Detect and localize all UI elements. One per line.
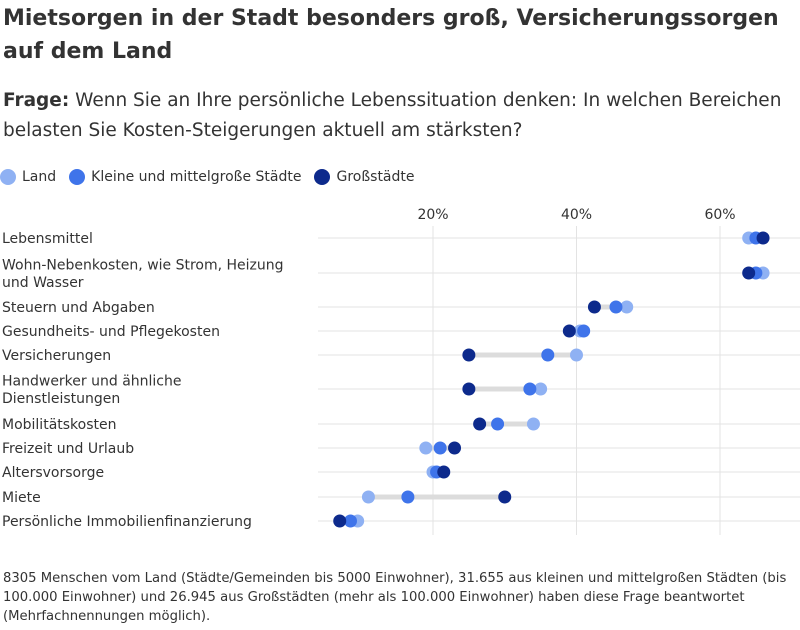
data-point [401,490,415,504]
chart-subtitle: Frage: Wenn Sie an Ihre persönliche Lebe… [3,86,793,146]
data-point [433,441,447,455]
category-label: Steuern und Abgaben [2,300,155,316]
data-point [609,300,623,314]
category-label: Versicherungen [2,348,111,364]
dot-plot-chart: 20% 40% 60% Lebensmittel Wohn-Nebenkosten, w… [2,207,800,535]
data-point [419,441,433,455]
legend-label-land: Land [22,169,57,185]
legend-swatch-big-cities [314,169,331,185]
category-label: Gesundheits- und Pflegekosten [2,324,220,340]
category-label: Wohn-Nebenkosten, wie Strom, Heizung [2,257,284,273]
data-point [534,382,548,396]
legend-item-big-cities: Großstädte [314,169,415,185]
legend-swatch-small-cities [69,169,86,185]
legend-label-big-cities: Großstädte [336,169,415,185]
category-label: Miete [2,490,41,506]
data-point [473,417,487,431]
chart-title: Mietsorgen in der Stadt besonders groß, … [3,6,779,64]
data-point [562,324,576,338]
x-tick-label: 40% [561,207,592,223]
category-label: Freizeit und Urlaub [2,441,134,457]
x-tick-label: 60% [704,207,735,223]
data-point [462,382,476,396]
data-point [343,514,357,528]
data-point [756,231,770,245]
subtitle-question: Wenn Sie an Ihre persönliche Lebenssitua… [3,90,782,141]
data-point [491,417,505,431]
legend-item-land: Land [0,169,56,185]
category-label: Altersvorsorge [2,465,104,481]
legend: Land Kleine und mittelgroße Städte Großs… [0,166,428,188]
data-point [541,348,555,362]
data-point [333,514,347,528]
category-label: Handwerker und ähnliche [2,373,181,389]
legend-label-small-cities: Kleine und mittelgroße Städte [91,169,302,185]
data-point [587,300,601,314]
category-label: Persönliche Immobilienfinanzierung [2,514,252,530]
category-label: Dienstleistungen [2,391,120,407]
data-point [742,266,756,280]
data-point [462,348,476,362]
data-point [577,324,591,338]
legend-swatch-land [0,169,16,185]
data-point [523,382,537,396]
x-tick-label: 20% [417,207,448,223]
category-label: Lebensmittel [2,231,93,247]
data-point [448,441,462,455]
category-label: und Wasser [2,275,84,291]
data-point [620,300,634,314]
data-point [570,348,583,362]
data-point [526,417,540,431]
data-point [437,465,451,479]
subtitle-prefix: Frage: [3,90,70,111]
legend-item-small-cities: Kleine und mittelgroße Städte [69,169,301,185]
category-label: Mobilitätskosten [2,417,117,433]
data-point [498,490,512,504]
footnote: 8305 Menschen vom Land (Städte/Gemeinden… [3,571,787,624]
data-point [361,490,375,504]
